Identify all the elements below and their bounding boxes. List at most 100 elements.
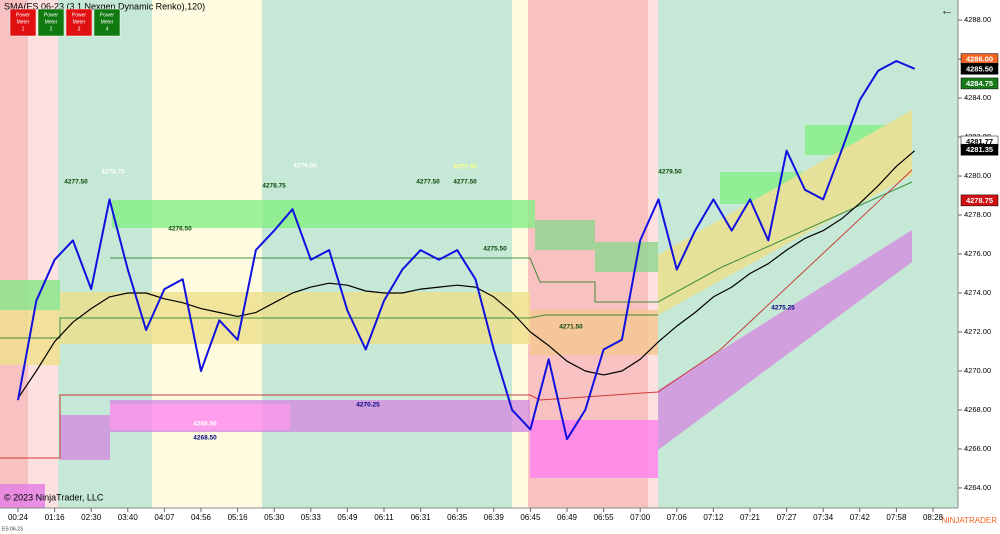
x-tick-label: 02:30 — [81, 513, 102, 522]
sma-line — [17, 150, 916, 399]
mid-zone — [658, 110, 912, 315]
price-annotation: 4275.50 — [483, 246, 507, 253]
x-tick-label: 07:34 — [813, 513, 834, 522]
level-line — [0, 314, 658, 339]
x-tick-label: 07:42 — [850, 513, 871, 522]
back-arrow[interactable]: ← — [941, 2, 954, 17]
price-annotation: 4278.75 — [262, 183, 286, 190]
instrument-label: ES 06-23 — [2, 526, 23, 532]
x-tick-label: 05:49 — [337, 513, 358, 522]
y-tick-label: 4272.00 — [964, 327, 991, 336]
x-tick-label: 07:27 — [777, 513, 798, 522]
power-meter-label: Meter — [73, 19, 86, 25]
x-tick-label: 05:16 — [228, 513, 249, 522]
price-marker — [960, 63, 999, 75]
supply-zone — [112, 200, 535, 228]
price-annotation: 4278.75 — [101, 169, 125, 176]
x-tick-label: 06:39 — [484, 513, 505, 522]
power-meter — [93, 8, 121, 37]
price-marker — [960, 143, 999, 156]
band — [0, 0, 28, 508]
price-annotation: 4279.00 — [293, 163, 317, 170]
price-marker-label: 4281.35 — [966, 145, 993, 154]
price-marker-label: 4285.50 — [966, 64, 993, 73]
price-annotation: 4270.25 — [356, 402, 380, 409]
price-annotation: 4271.50 — [559, 324, 583, 331]
power-meter — [9, 8, 37, 37]
demand-zone — [530, 420, 658, 478]
level-line — [110, 181, 913, 303]
supply-zone — [595, 242, 658, 272]
x-tick-label: 00:24 — [8, 513, 29, 522]
power-meter-label: Power — [72, 12, 87, 18]
x-tick-label: 05:30 — [264, 513, 285, 522]
price-marker-label: 4278.75 — [966, 196, 993, 205]
brand-logo: NINJATRADER — [942, 516, 998, 525]
x-tick-label: 04:07 — [154, 513, 175, 522]
x-tick-label: 06:11 — [374, 513, 394, 522]
supply-zone — [0, 280, 60, 310]
chart-title: SMA(ES 06-23 (3 1 Nexgen Dynamic Renko),… — [4, 1, 205, 11]
power-meter-label: 4 — [106, 26, 109, 32]
power-meter — [65, 8, 93, 37]
level-line — [0, 169, 913, 459]
y-tick-label: 4268.00 — [964, 405, 991, 414]
price-annotation: 4279.50 — [658, 169, 682, 176]
price-annotation: 4268.50 — [193, 421, 217, 428]
power-meters: PowerMeter1PowerMeter2PowerMeter3PowerMe… — [9, 8, 121, 37]
supply-zone — [535, 220, 595, 250]
band — [28, 0, 58, 508]
power-meter-label: 3 — [78, 26, 81, 32]
band — [512, 0, 528, 508]
demand-zone — [0, 484, 45, 508]
price-annotation: 4277.50 — [453, 179, 477, 186]
power-meter-label: Meter — [45, 19, 58, 25]
price-marker-label: 4281.77 — [966, 137, 993, 146]
price-annotation: 4276.50 — [168, 226, 192, 233]
x-tick-label: 07:21 — [740, 513, 761, 522]
x-tick-label: 05:33 — [301, 513, 322, 522]
y-tick-label: 4264.00 — [964, 483, 991, 492]
price-marker — [960, 77, 999, 90]
price-annotation: 4277.50 — [453, 164, 477, 171]
power-meter-label: Meter — [17, 19, 30, 25]
price-marker — [960, 194, 999, 207]
y-tick-label: 4280.00 — [964, 171, 991, 180]
x-tick-label: 07:58 — [886, 513, 907, 522]
mid-zone — [530, 310, 658, 355]
x-tick-label: 08:28 — [923, 513, 944, 522]
price-marker-label: 4284.75 — [966, 79, 993, 88]
power-meter-label: Power — [44, 12, 59, 18]
power-meter-label: 2 — [50, 26, 53, 32]
power-meter-label: 1 — [22, 26, 25, 32]
x-tick-label: 07:06 — [667, 513, 688, 522]
power-meter-label: Meter — [101, 19, 114, 25]
plot: 4264.00 4266.00 4268.00 4270.00 4272.00 4274.… — [8, 15, 999, 522]
price-annotation: 4275.25 — [771, 305, 795, 312]
y-tick-label: 4266.00 — [964, 444, 991, 453]
x-tick-label: 06:35 — [447, 513, 468, 522]
price-annotation: 4277.50 — [64, 179, 88, 186]
time-axis — [0, 508, 958, 534]
demand-zone — [658, 230, 912, 450]
copyright: © 2023 NinjaTrader, LLC — [4, 492, 104, 502]
power-meter — [37, 8, 65, 37]
demand-zone — [110, 404, 290, 430]
x-tick-label: 06:49 — [557, 513, 578, 522]
price-line — [17, 60, 916, 441]
x-tick-label: 07:12 — [703, 513, 724, 522]
price-marker-label: 4286.00 — [966, 55, 993, 64]
x-tick-label: 06:45 — [520, 513, 541, 522]
price-annotation: 4268.50 — [193, 435, 217, 442]
power-meter-label: Power — [100, 12, 115, 18]
x-tick-label: 01:16 — [45, 513, 66, 522]
y-tick-label: 4274.00 — [964, 288, 991, 297]
y-tick-label: 4270.00 — [964, 366, 991, 375]
x-tick-label: 03:40 — [118, 513, 139, 522]
price-annotation: 4277.50 — [416, 179, 440, 186]
x-tick-label: 06:31 — [411, 513, 432, 522]
y-tick-label: 4278.00 — [964, 210, 991, 219]
x-tick-label: 04:56 — [191, 513, 212, 522]
power-meter-label: Power — [16, 12, 31, 18]
